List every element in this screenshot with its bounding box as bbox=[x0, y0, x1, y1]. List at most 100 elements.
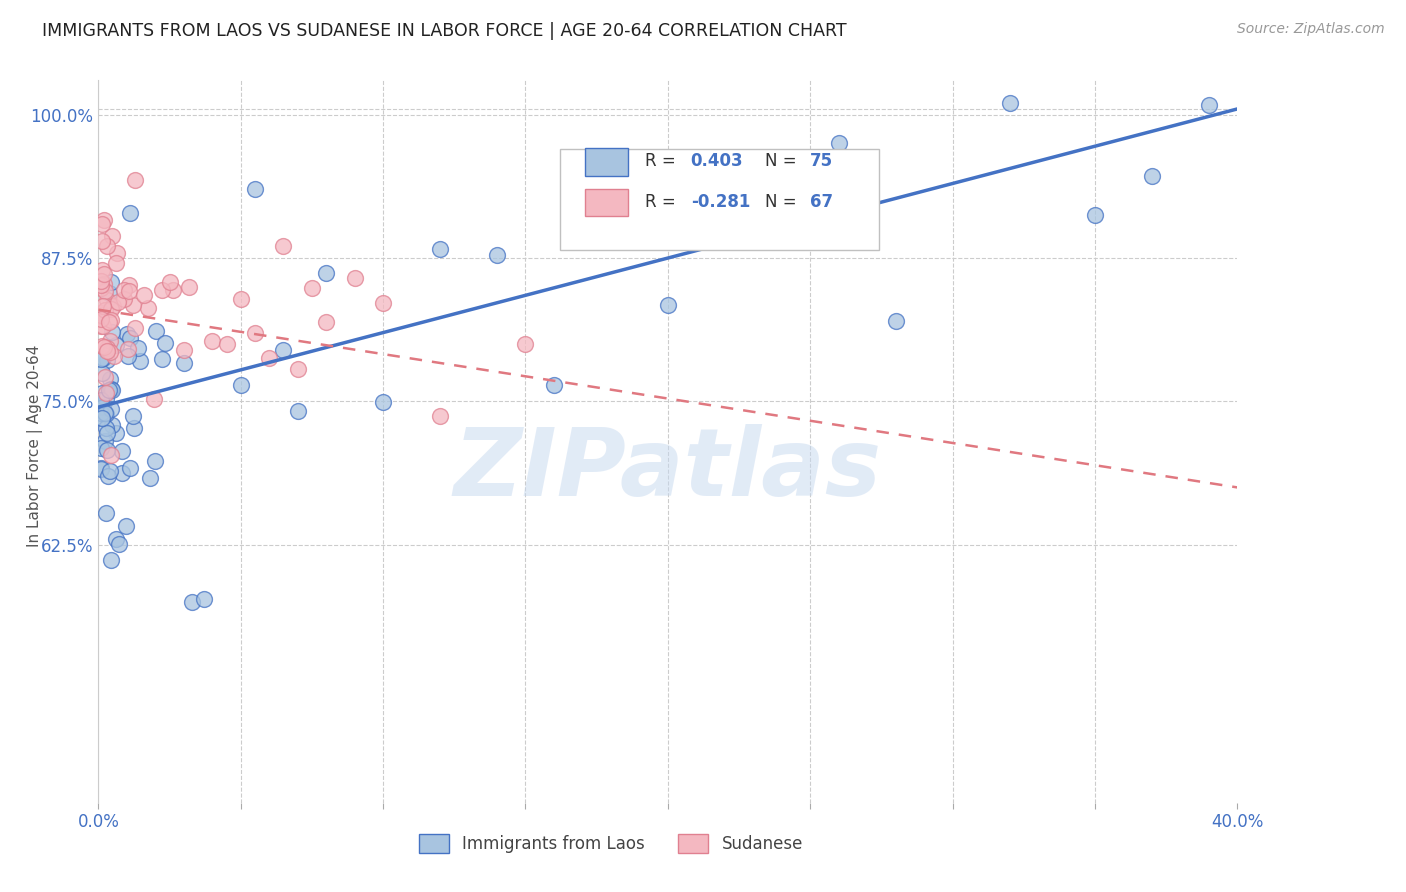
Point bbox=[124, 321, 146, 335]
Point bbox=[101, 325, 124, 339]
Point bbox=[96, 407, 118, 421]
Point bbox=[98, 334, 121, 348]
Point bbox=[97, 383, 120, 397]
FancyBboxPatch shape bbox=[560, 149, 879, 250]
Point bbox=[100, 383, 122, 397]
Point bbox=[145, 324, 167, 338]
Text: ZIPatlas: ZIPatlas bbox=[454, 425, 882, 516]
Point bbox=[543, 378, 565, 392]
Point bbox=[100, 448, 122, 462]
Point bbox=[111, 466, 134, 480]
Point bbox=[90, 351, 112, 366]
Point bbox=[259, 351, 281, 365]
Point bbox=[91, 366, 114, 380]
Point bbox=[90, 311, 112, 326]
Point bbox=[998, 96, 1021, 111]
Point bbox=[96, 293, 118, 307]
Point bbox=[111, 444, 134, 458]
Point bbox=[127, 341, 149, 355]
Text: N =: N = bbox=[765, 153, 801, 170]
Point bbox=[91, 400, 114, 414]
Point bbox=[93, 340, 115, 354]
Point bbox=[90, 306, 112, 320]
Point bbox=[122, 298, 145, 312]
Point bbox=[107, 295, 129, 310]
Point bbox=[103, 349, 125, 363]
Point bbox=[118, 284, 141, 298]
Point bbox=[94, 386, 117, 401]
Point bbox=[124, 172, 146, 186]
Point bbox=[100, 401, 122, 416]
Point bbox=[96, 343, 118, 358]
Point bbox=[287, 404, 309, 418]
Point bbox=[91, 217, 114, 231]
Point bbox=[90, 461, 112, 475]
Point bbox=[657, 298, 679, 312]
Point bbox=[128, 354, 150, 368]
Point bbox=[1140, 169, 1163, 184]
Point bbox=[93, 434, 115, 448]
Point bbox=[150, 283, 173, 297]
Point bbox=[96, 239, 118, 253]
Point bbox=[98, 372, 121, 386]
Point bbox=[91, 351, 114, 365]
Point bbox=[117, 277, 139, 292]
Point bbox=[93, 302, 115, 317]
FancyBboxPatch shape bbox=[585, 148, 628, 176]
Point bbox=[1084, 209, 1107, 223]
Point bbox=[90, 310, 112, 324]
Point bbox=[115, 519, 138, 533]
Point bbox=[97, 469, 120, 483]
Text: R =: R = bbox=[645, 153, 681, 170]
Point bbox=[98, 464, 121, 478]
Point bbox=[122, 421, 145, 435]
Text: 75: 75 bbox=[810, 153, 834, 170]
Point bbox=[105, 425, 128, 440]
Point bbox=[100, 301, 122, 316]
Point bbox=[112, 283, 135, 297]
Point bbox=[343, 271, 366, 285]
Text: In Labor Force | Age 20-64: In Labor Force | Age 20-64 bbox=[27, 345, 44, 547]
Point bbox=[90, 263, 112, 277]
Point bbox=[122, 409, 145, 424]
Point bbox=[105, 245, 128, 260]
Text: 0.403: 0.403 bbox=[690, 153, 744, 170]
Point bbox=[117, 350, 139, 364]
Point bbox=[94, 406, 117, 420]
Point bbox=[884, 314, 907, 328]
Point bbox=[93, 212, 115, 227]
Point bbox=[96, 352, 118, 367]
Point bbox=[93, 267, 115, 281]
Point bbox=[229, 292, 252, 306]
Point bbox=[143, 454, 166, 468]
Point bbox=[159, 275, 181, 289]
Point bbox=[273, 239, 295, 253]
Point bbox=[90, 411, 112, 425]
Point bbox=[93, 318, 115, 333]
Point bbox=[90, 278, 112, 293]
Point bbox=[94, 507, 117, 521]
Text: 67: 67 bbox=[810, 193, 834, 211]
Point bbox=[173, 343, 195, 358]
Point bbox=[315, 315, 337, 329]
Point bbox=[100, 229, 122, 244]
Point bbox=[134, 288, 156, 302]
Point bbox=[120, 460, 142, 475]
Point bbox=[179, 280, 201, 294]
Point bbox=[91, 299, 114, 313]
Point bbox=[287, 361, 309, 376]
Point bbox=[373, 395, 395, 409]
Point bbox=[143, 392, 166, 407]
Point bbox=[243, 182, 266, 196]
Point bbox=[243, 326, 266, 340]
Point bbox=[193, 591, 215, 606]
Point bbox=[215, 337, 238, 351]
Point bbox=[117, 342, 139, 356]
Point bbox=[96, 392, 118, 407]
Point bbox=[799, 214, 821, 228]
Point bbox=[90, 406, 112, 420]
Point bbox=[90, 462, 112, 476]
Point bbox=[90, 411, 112, 425]
Point bbox=[515, 337, 537, 351]
Point bbox=[152, 351, 174, 366]
